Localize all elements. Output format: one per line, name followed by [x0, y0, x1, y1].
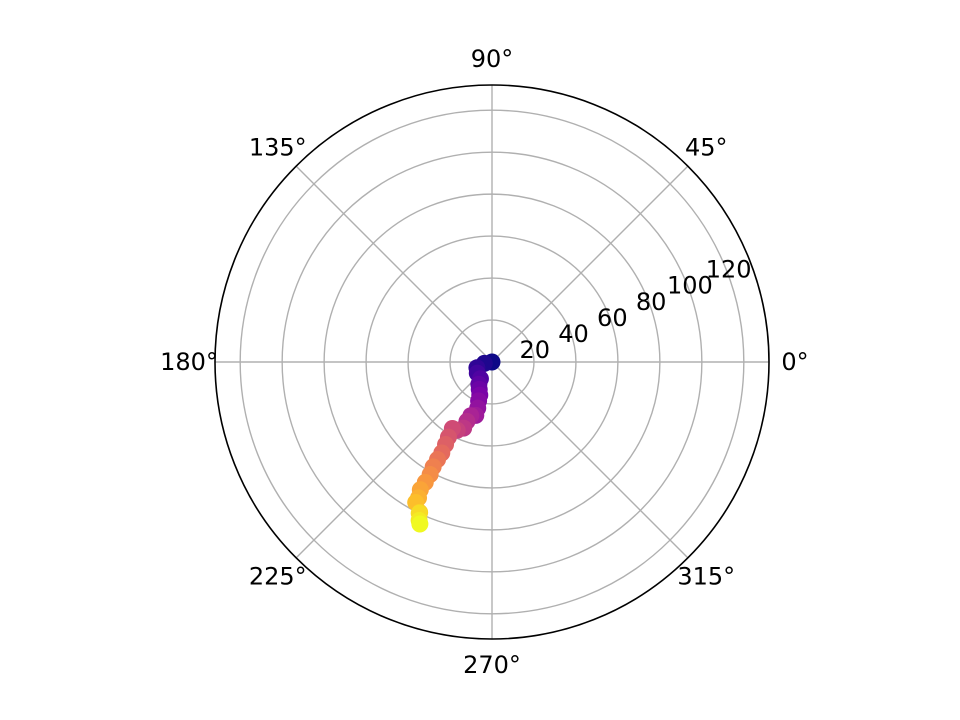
radial-tick-label: 120: [706, 256, 752, 284]
radial-tick-label: 20: [520, 336, 551, 364]
angle-tick-label: 0°: [781, 348, 808, 376]
angle-tick-label: 45°: [685, 134, 728, 162]
angle-tick-label: 315°: [677, 562, 735, 590]
angle-tick-label: 90°: [471, 45, 514, 73]
radial-tick-label: 40: [558, 320, 589, 348]
angle-tick-label: 135°: [249, 134, 307, 162]
polar-frame: [214, 84, 770, 640]
radial-tick-label: 100: [667, 272, 713, 300]
angular-gridline-45: [491, 165, 689, 363]
radial-tick-label: 80: [636, 288, 667, 316]
radial-tick-label: 60: [597, 304, 628, 332]
data-point-29: [411, 515, 429, 533]
angle-tick-label: 180°: [160, 348, 218, 376]
angle-tick-label: 270°: [463, 651, 521, 679]
angular-gridline-135: [295, 165, 493, 363]
polar-grid: [215, 85, 769, 639]
angular-gridline-315: [491, 361, 689, 559]
angle-tick-label: 225°: [249, 562, 307, 590]
data-points: [407, 353, 501, 533]
angular-gridline-225: [295, 361, 493, 559]
